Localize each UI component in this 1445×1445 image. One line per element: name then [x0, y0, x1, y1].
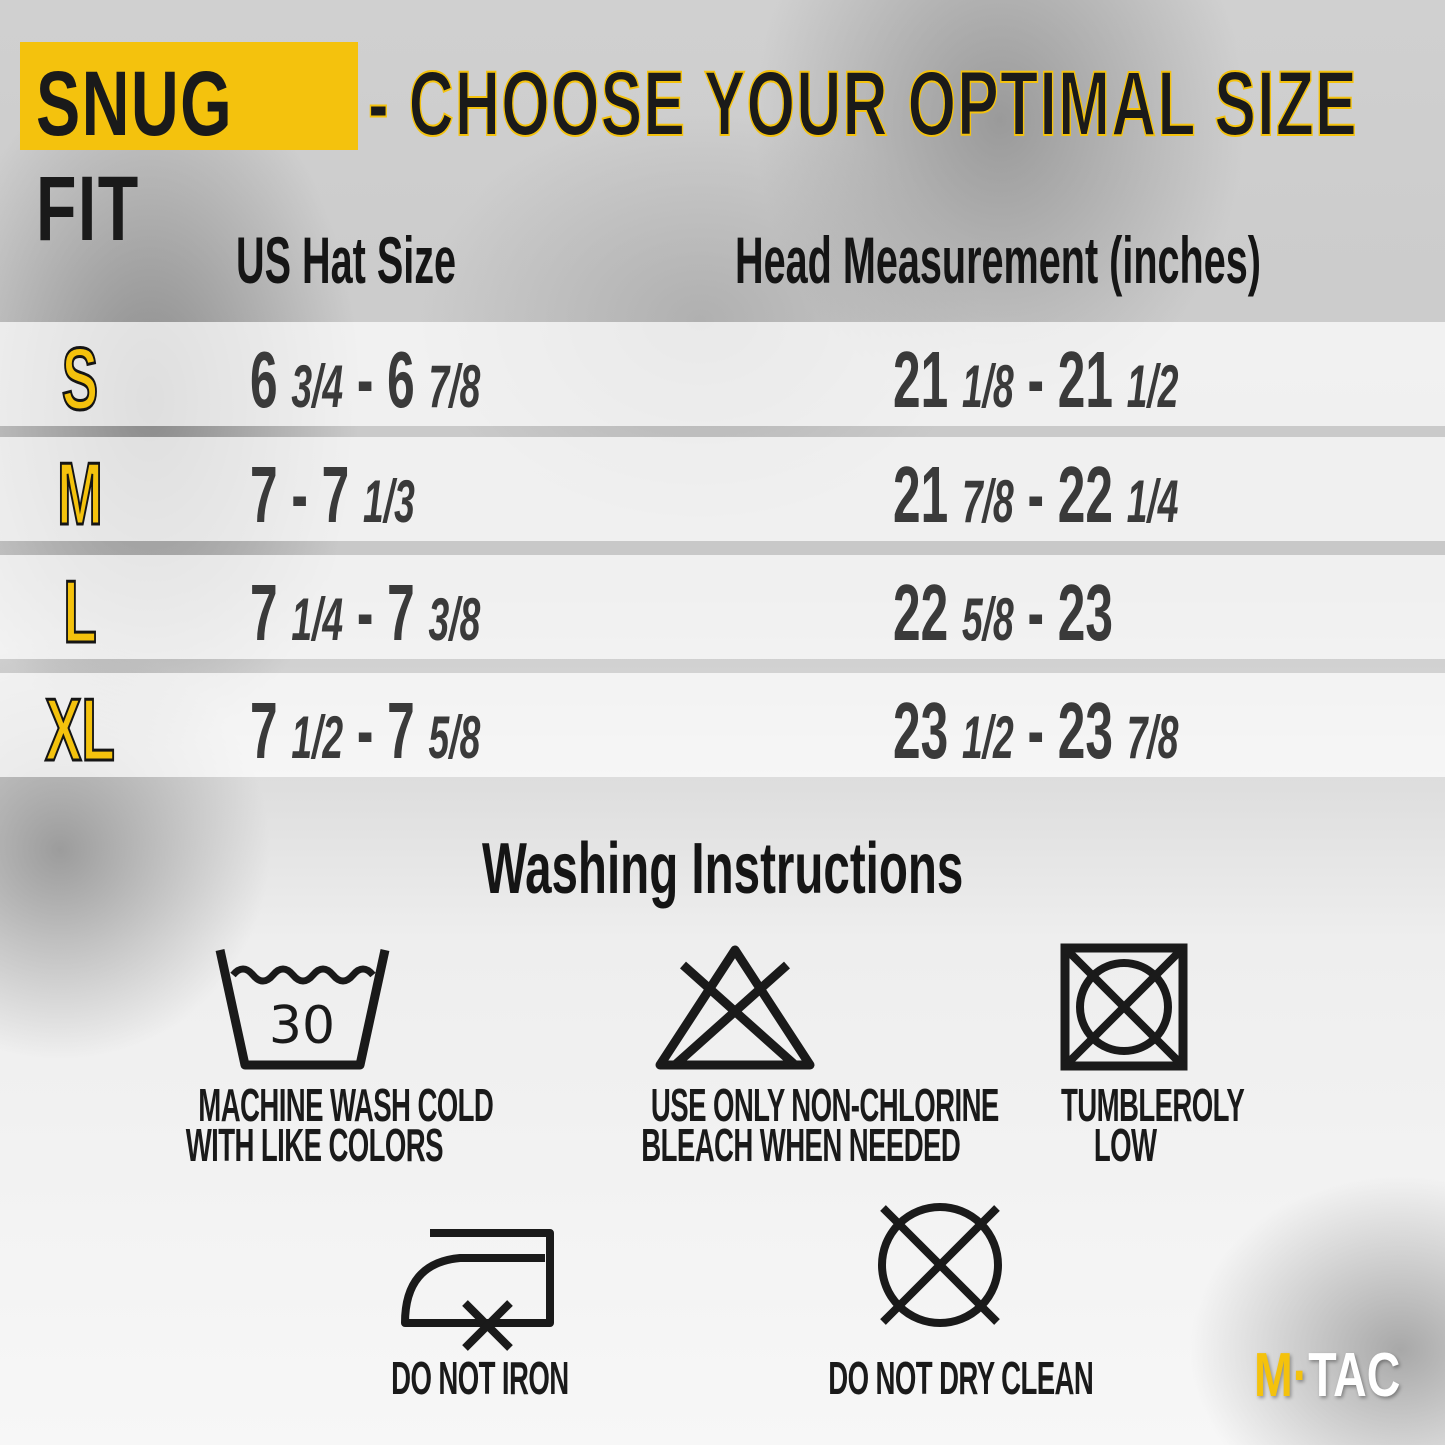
- whole: 23: [1057, 568, 1113, 657]
- label-tumble-dry: TUMBLEROLY LOW: [1000, 1079, 1250, 1171]
- whole: 23: [1057, 686, 1113, 775]
- hat-size-value: 7 1/2 - 7 5/8: [250, 685, 480, 777]
- hat-size-value: 6 3/4 - 6 7/8: [250, 334, 480, 426]
- head-measurement-value: 23 1/2 - 23 7/8: [893, 685, 1178, 777]
- whole: 6: [250, 335, 278, 424]
- whole: 7: [250, 686, 278, 775]
- wash-temperature: 30: [269, 996, 335, 1056]
- whole: 22: [1057, 450, 1113, 539]
- fraction: 7/8: [1126, 704, 1179, 771]
- mtac-logo: M·TAC: [1254, 1340, 1400, 1411]
- label-bleach: USE ONLY NON-CHLORINE BLEACH WHEN NEEDED: [535, 1082, 999, 1168]
- label-line: DO NOT DRY CLEAN: [828, 1352, 1094, 1404]
- whole: 22: [893, 568, 949, 657]
- label-line: TUMBLEROLY: [1061, 1079, 1245, 1131]
- fraction: 5/8: [428, 704, 481, 771]
- fraction: 1/8: [961, 353, 1014, 420]
- whole: 23: [893, 686, 949, 775]
- logo-dot: ·: [1292, 1341, 1309, 1410]
- table-row: S 6 3/4 - 6 7/8 21 1/8 - 21 1/2: [0, 322, 1445, 430]
- range-dash: -: [1013, 450, 1058, 539]
- header-head-measurement: Head Measurement (inches): [735, 223, 1261, 297]
- head-measurement-value: 21 7/8 - 22 1/4: [893, 449, 1178, 541]
- hat-size-value: 7 - 7 1/3: [250, 449, 415, 541]
- range-dash: -: [1013, 335, 1058, 424]
- fraction: 1/2: [291, 704, 344, 771]
- table-row: XL 7 1/2 - 7 5/8 23 1/2 - 23 7/8: [0, 673, 1445, 781]
- size-label: M: [56, 443, 103, 545]
- title-highlight-box: SNUG FIT: [20, 42, 358, 260]
- label-line: BLEACH WHEN NEEDED: [641, 1119, 961, 1171]
- label-line: WITH LIKE COLORS: [185, 1119, 444, 1171]
- logo-tac: TAC: [1308, 1341, 1401, 1410]
- whole: 7: [387, 568, 415, 657]
- no-chlorine-bleach-icon: [655, 945, 815, 1070]
- whole: 7: [321, 450, 350, 539]
- title-rest: - CHOOSE YOUR OPTIMAL SIZE: [367, 52, 1359, 156]
- label-line: MACHINE WASH COLD: [198, 1079, 494, 1131]
- wash-30-icon: 30: [215, 949, 390, 1070]
- label-line: LOW: [1093, 1119, 1157, 1171]
- table-row: L 7 1/4 - 7 3/8 22 5/8 - 23: [0, 555, 1445, 663]
- label-line: USE ONLY NON-CHLORINE: [650, 1079, 999, 1131]
- range-dash: -: [343, 335, 388, 424]
- do-not-iron-icon: [401, 1229, 554, 1351]
- fraction: 1/3: [363, 468, 415, 535]
- washing-title-text: Washing Instructions: [481, 829, 964, 909]
- fraction: 1/4: [291, 586, 344, 653]
- head-measurement-value: 22 5/8 - 23: [893, 567, 1113, 659]
- fraction: 1/4: [1126, 468, 1179, 535]
- head-measurement-value: 21 1/8 - 21 1/2: [893, 334, 1178, 426]
- fraction: 1/2: [961, 704, 1014, 771]
- do-not-dry-clean-icon: [878, 1203, 1002, 1327]
- tumble-dry-icon: [1060, 943, 1188, 1071]
- fraction: 1/2: [1126, 353, 1179, 420]
- size-label: L: [62, 561, 97, 663]
- whole: 21: [893, 450, 949, 539]
- range-dash: -: [1013, 686, 1058, 775]
- range-dash: -: [343, 686, 388, 775]
- fraction: 3/8: [428, 586, 481, 653]
- whole: 7: [250, 450, 278, 539]
- fraction: 7/8: [428, 353, 481, 420]
- label-do-not-dry-clean: DO NOT DRY CLEAN: [740, 1352, 1140, 1404]
- label-machine-wash: MACHINE WASH COLD WITH LIKE COLORS: [100, 1079, 500, 1171]
- range-dash: -: [277, 450, 322, 539]
- hat-size-value: 7 1/4 - 7 3/8: [250, 567, 480, 659]
- whole: 21: [893, 335, 949, 424]
- label-do-not-iron: DO NOT IRON: [330, 1352, 630, 1404]
- fraction: 5/8: [961, 586, 1014, 653]
- size-label: S: [61, 328, 99, 430]
- title-highlight: SNUG FIT: [36, 53, 234, 260]
- logo-m: M: [1254, 1341, 1293, 1410]
- whole: 7: [250, 568, 278, 657]
- range-dash: -: [343, 568, 388, 657]
- whole: 7: [387, 686, 415, 775]
- range-dash: -: [1013, 568, 1058, 657]
- fraction: 7/8: [961, 468, 1014, 535]
- whole: 21: [1057, 335, 1113, 424]
- header-us-hat-size: US Hat Size: [236, 223, 457, 297]
- table-row: M 7 - 7 1/3 21 7/8 - 22 1/4: [0, 437, 1445, 545]
- washing-title: Washing Instructions: [0, 828, 1445, 910]
- label-line: DO NOT IRON: [391, 1352, 569, 1404]
- size-label: XL: [44, 679, 116, 781]
- whole: 6: [387, 335, 415, 424]
- fraction: 3/4: [291, 353, 344, 420]
